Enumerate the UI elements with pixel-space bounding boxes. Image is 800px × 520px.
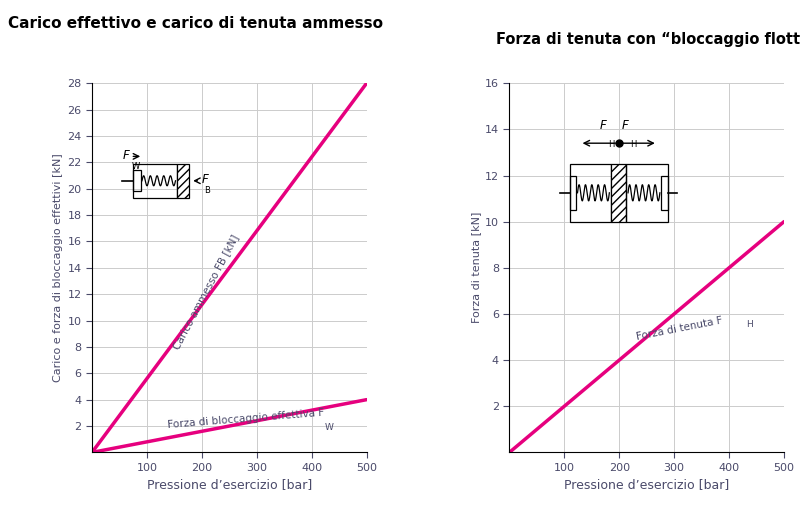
Text: Forza di bloccaggio effettiva F: Forza di bloccaggio effettiva F: [167, 408, 325, 430]
Text: F: F: [600, 119, 606, 132]
Text: Forza di tenuta F: Forza di tenuta F: [636, 315, 724, 342]
Y-axis label: Carico e forza di bloccaggio effettivi [kN]: Carico e forza di bloccaggio effettivi […: [53, 153, 63, 382]
Bar: [133, 164, 177, 198]
Text: H: H: [630, 140, 636, 149]
Text: F: F: [202, 173, 208, 186]
Y-axis label: Forza di tenuta [kN]: Forza di tenuta [kN]: [470, 212, 481, 323]
Text: B: B: [205, 186, 210, 196]
X-axis label: Pressione d’esercizio [bar]: Pressione d’esercizio [bar]: [146, 478, 312, 491]
Bar: [626, 164, 667, 222]
Text: F: F: [123, 149, 130, 162]
Bar: [177, 164, 190, 198]
Bar: [611, 164, 626, 222]
Text: Carico effettivo e carico di tenuta ammesso: Carico effettivo e carico di tenuta amme…: [8, 16, 383, 31]
Bar: [570, 175, 576, 210]
X-axis label: Pressione d’esercizio [bar]: Pressione d’esercizio [bar]: [564, 478, 730, 491]
Text: $\mathregular{W}$: $\mathregular{W}$: [324, 421, 334, 432]
Text: Forza di tenuta con “bloccaggio flottante”: Forza di tenuta con “bloccaggio flottant…: [496, 32, 800, 47]
Bar: [661, 175, 667, 210]
Text: W: W: [132, 162, 140, 171]
Bar: [570, 164, 611, 222]
Bar: [133, 170, 141, 191]
Text: F: F: [622, 119, 629, 132]
Text: H: H: [608, 140, 614, 149]
Text: Carico ammesso FB [kN]: Carico ammesso FB [kN]: [171, 233, 240, 351]
Text: $\mathregular{H}$: $\mathregular{H}$: [746, 318, 754, 329]
